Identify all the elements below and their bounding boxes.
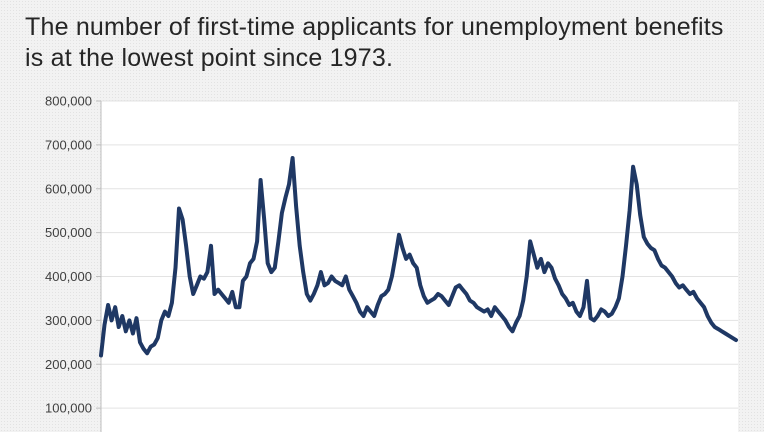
y-tick-label: 500,000 <box>45 225 92 240</box>
series-line <box>99 156 738 358</box>
gridlines <box>101 100 738 409</box>
y-axis-tick-labels: 100,000 200,000 300,000 400,000 500,000 600,0… <box>45 94 101 416</box>
y-tick-label: 800,000 <box>45 94 92 109</box>
y-tick-label: 400,000 <box>45 269 92 284</box>
y-tick-label: 300,000 <box>45 313 92 328</box>
y-tick-label: 700,000 <box>45 137 92 152</box>
y-tick-label: 200,000 <box>45 357 92 372</box>
plot-area <box>101 101 738 432</box>
y-tick-label: 600,000 <box>45 181 92 196</box>
y-tick-label: 100,000 <box>45 401 92 416</box>
chart-title: The number of first-time applicants for … <box>25 13 724 72</box>
